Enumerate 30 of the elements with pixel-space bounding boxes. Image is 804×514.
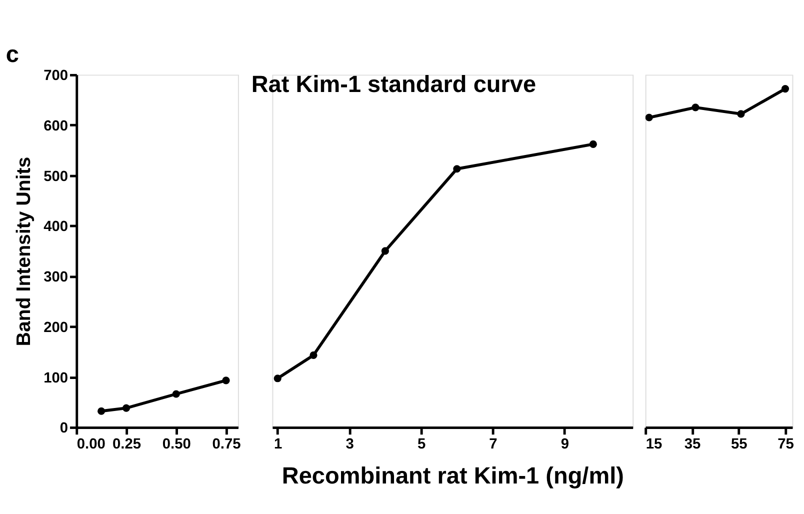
point <box>310 351 318 360</box>
x-tick-label: 0.50 <box>162 436 191 452</box>
x-axis-title: Recombinant rat Kim-1 (ng/ml) <box>282 462 624 489</box>
point <box>274 374 282 382</box>
y-tick-label: 0 <box>60 420 68 437</box>
y-tick-label: 100 <box>44 370 68 386</box>
x-tick-label: 0.00 <box>76 436 106 452</box>
x-tick-label: 55 <box>730 436 748 452</box>
y-axis-title: Band Intensity Units <box>12 156 35 346</box>
x-tick-label: 7 <box>489 436 498 452</box>
x-tick-label: 75 <box>778 436 794 452</box>
x-tick-label: 15 <box>646 436 662 452</box>
y-tick-label: 400 <box>44 219 68 236</box>
x-tick-label: 35 <box>684 436 701 452</box>
x-tick-label: 9 <box>560 436 570 452</box>
point <box>381 247 389 255</box>
x-tick-label: 1 <box>274 436 282 452</box>
y-tick-label: 700 <box>44 68 68 84</box>
y-tick-label: 500 <box>44 168 68 185</box>
y-tick-label: 600 <box>44 118 68 134</box>
chart-title: Rat Kim-1 standard curve <box>251 71 536 98</box>
x-tick-label: 0.25 <box>112 436 142 452</box>
point <box>453 165 461 173</box>
y-tick-label: 200 <box>44 320 68 336</box>
x-tick-label: 5 <box>417 436 426 452</box>
y-tick-label: 300 <box>44 270 68 286</box>
x-tick-label: 0.75 <box>212 436 241 452</box>
x-tick-label: 3 <box>346 436 354 452</box>
point <box>589 140 597 148</box>
text: c <box>6 40 19 67</box>
